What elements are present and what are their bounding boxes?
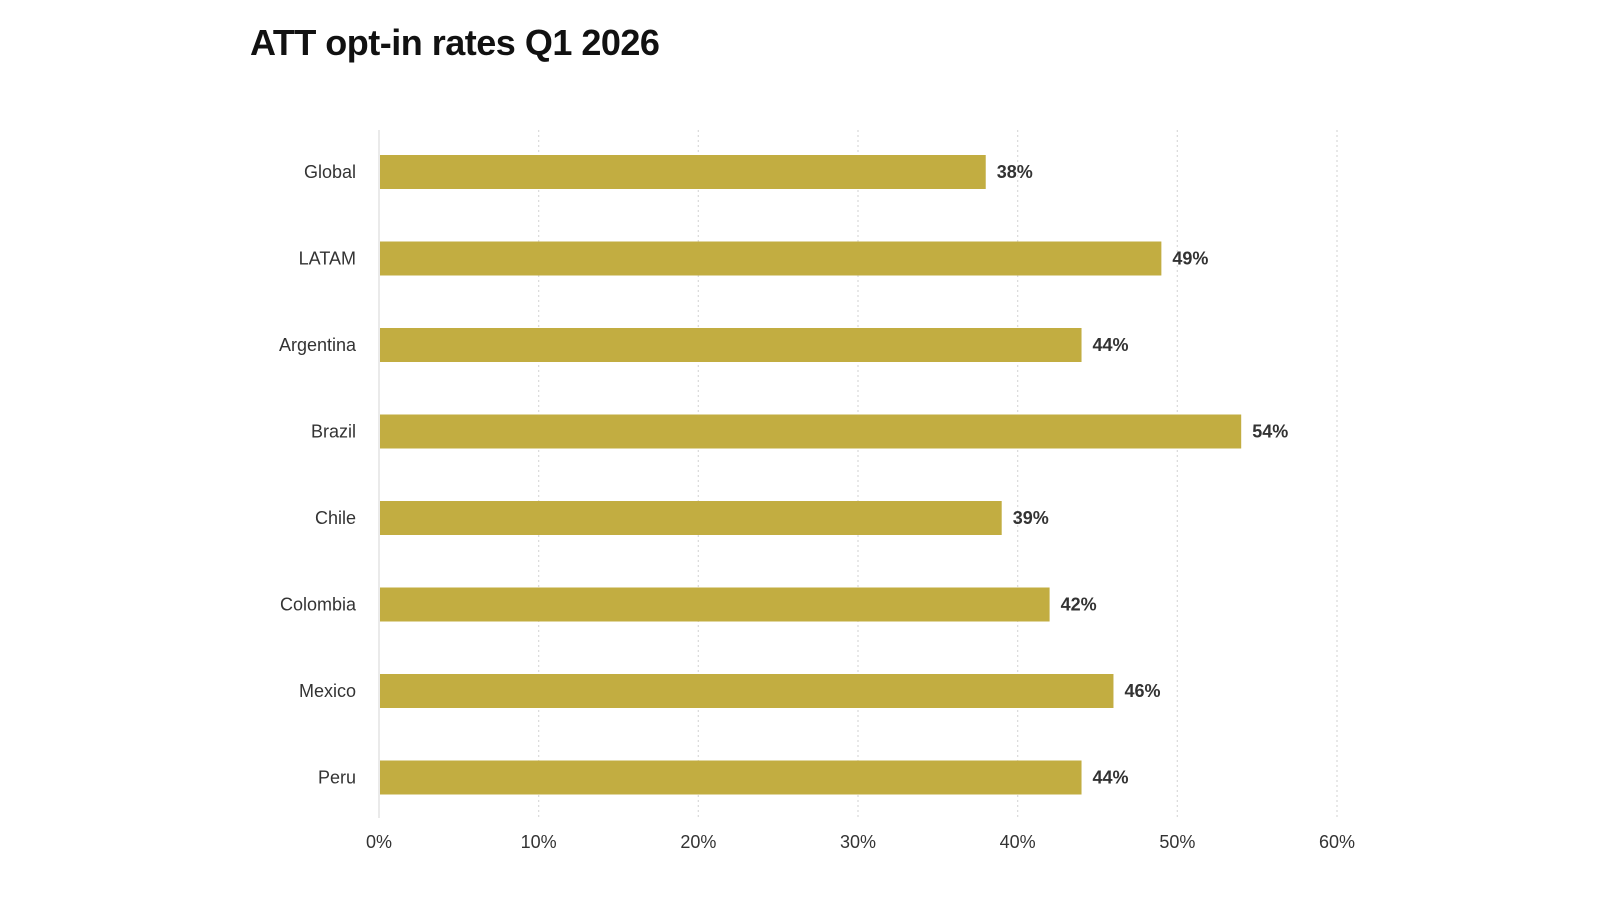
category-label: Peru xyxy=(318,768,356,788)
bar xyxy=(380,501,1002,535)
chart-title: ATT opt-in rates Q1 2026 xyxy=(250,22,660,63)
gridlines xyxy=(538,130,1338,818)
value-label: 46% xyxy=(1124,681,1160,701)
category-label: Colombia xyxy=(280,595,357,615)
category-label: Mexico xyxy=(299,681,356,701)
category-label: LATAM xyxy=(299,249,356,269)
category-label: Global xyxy=(304,162,356,182)
bar xyxy=(380,414,1242,449)
bar xyxy=(380,241,1162,276)
x-tick-label: 20% xyxy=(680,832,716,852)
value-label: 44% xyxy=(1093,335,1129,355)
bar xyxy=(380,328,1082,362)
x-tick-label: 40% xyxy=(1000,832,1036,852)
category-label: Chile xyxy=(315,508,356,528)
bar xyxy=(380,155,986,189)
category-labels: Global LATAM Argentina Brazil Chile Colombia M… xyxy=(279,162,357,788)
category-label: Argentina xyxy=(279,335,357,355)
x-tick-label: 10% xyxy=(521,832,557,852)
value-label: 44% xyxy=(1093,768,1129,788)
x-tick-label: 30% xyxy=(840,832,876,852)
value-label: 54% xyxy=(1252,422,1288,442)
bar xyxy=(380,760,1082,795)
x-tick-label: 50% xyxy=(1159,832,1195,852)
value-label: 49% xyxy=(1172,249,1208,269)
bars xyxy=(380,155,1242,795)
x-tick-labels: 0% 10% 20% 30% 40% 50% 60% xyxy=(366,832,1355,852)
x-tick-label: 60% xyxy=(1319,832,1355,852)
bar xyxy=(380,674,1114,708)
category-label: Brazil xyxy=(311,422,356,442)
x-tick-label: 0% xyxy=(366,832,392,852)
value-label: 38% xyxy=(997,162,1033,182)
value-label: 42% xyxy=(1061,595,1097,615)
bar xyxy=(380,587,1050,622)
value-label: 39% xyxy=(1013,508,1049,528)
value-labels: 38% 49% 44% 54% 39% 42% 46% 44% xyxy=(997,162,1288,788)
